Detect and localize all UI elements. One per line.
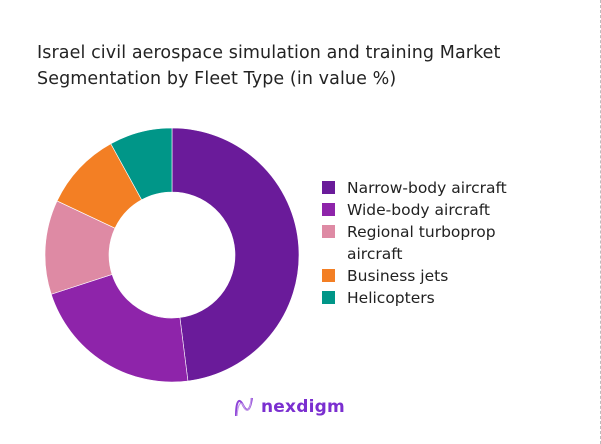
legend-label: Helicopters — [347, 289, 435, 307]
legend-swatch — [322, 291, 335, 304]
legend-item-narrow-body: Narrow-body aircraft — [322, 177, 542, 199]
legend-item-helicopters: Helicopters — [322, 287, 542, 309]
legend-label: Wide-body aircraft — [347, 201, 491, 219]
legend-swatch — [322, 181, 335, 194]
legend-swatch — [322, 203, 335, 216]
legend-swatch — [322, 225, 335, 238]
legend-label: Regional turboprop aircraft — [347, 223, 496, 263]
legend-label: Business jets — [347, 267, 449, 285]
legend-item-regional-turboprop: Regional turboprop aircraft — [322, 221, 542, 265]
legend-item-business-jets: Business jets — [322, 265, 542, 287]
logo-text: nexdigm — [261, 397, 345, 417]
wave-logo-icon — [235, 397, 253, 417]
chart-title: Israel civil aerospace simulation and tr… — [37, 43, 501, 89]
nexdigm-logo: nexdigm — [233, 395, 345, 419]
donut-slice-helicopters — [110, 127, 173, 201]
donut-slice-wide-body-aircraft — [50, 274, 189, 383]
legend-label: Narrow-body aircraft — [347, 179, 507, 197]
chart-legend: Narrow-body aircraft Wide-body aircraft … — [322, 177, 542, 309]
legend-item-wide-body: Wide-body aircraft — [322, 199, 542, 221]
donut-slice-narrow-body-aircraft — [171, 127, 300, 382]
legend-swatch — [322, 269, 335, 282]
